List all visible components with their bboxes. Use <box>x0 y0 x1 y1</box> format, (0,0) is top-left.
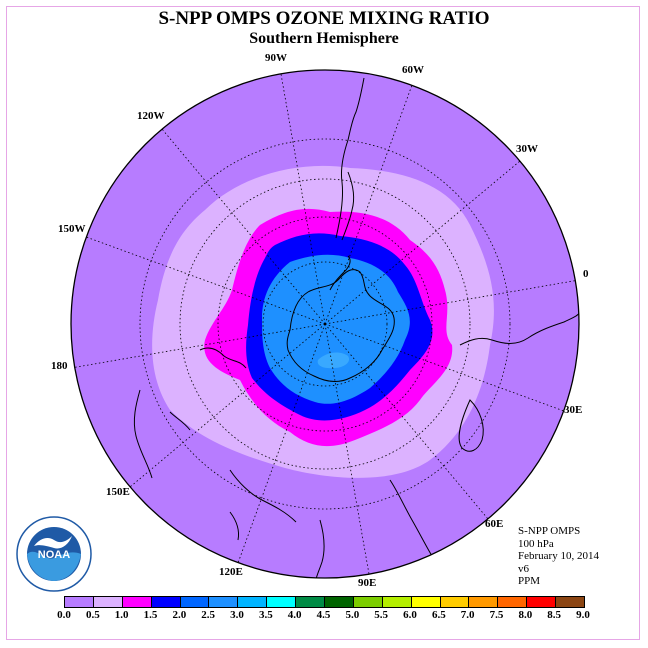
lon-label-120w: 120W <box>137 110 165 122</box>
colorbar-tick-label: 5.0 <box>345 609 360 621</box>
info-date: February 10, 2014 <box>518 550 599 562</box>
info-level: 100 hPa <box>518 537 554 550</box>
ozone-region-center <box>317 352 350 369</box>
colorbar-tick-label: 9.0 <box>576 609 590 621</box>
colorbar-tick-label: 7.0 <box>460 609 475 621</box>
colorbar-swatch <box>296 597 326 607</box>
lon-label-90w: 90W <box>265 52 287 64</box>
colorbar-tick-label: 1.5 <box>143 609 158 621</box>
figure-frame <box>6 6 640 640</box>
map-border <box>70 69 580 579</box>
lon-label-150w: 150W <box>58 223 86 235</box>
colorbar-swatch <box>527 597 557 607</box>
chart-subtitle: Southern Hemisphere <box>249 30 399 47</box>
colorbar-tick-label: 5.5 <box>374 609 389 621</box>
colorbar-tick-label: 4.5 <box>316 609 331 621</box>
info-units: PPM <box>518 575 541 587</box>
colorbar-tick-label: 0.0 <box>57 609 71 621</box>
chart-title: S-NPP OMPS OZONE MIXING RATIO <box>158 8 490 29</box>
colorbar-tick-label: 8.5 <box>547 609 562 621</box>
colorbar-tick-label: 3.0 <box>230 609 244 621</box>
colorbar-swatch <box>238 597 268 607</box>
lon-label-180: 180 <box>51 360 68 372</box>
colorbar-tick-label: 0.5 <box>85 609 100 621</box>
info-instrument: S-NPP OMPS <box>518 525 581 537</box>
colorbar-swatch <box>151 597 181 607</box>
graticule <box>71 73 579 575</box>
lon-label-0: 0 <box>583 268 589 280</box>
coastlines <box>133 77 579 578</box>
colorbar-swatch <box>209 597 239 607</box>
lon-label-120e: 120E <box>219 566 243 578</box>
lon-label-90e: 90E <box>358 577 377 589</box>
colorbar-ticks: 0.0 0.5 1.0 1.5 2.0 2.5 3.0 3.5 4.0 4.5 5.0 5.5 6.0 6… <box>57 609 590 623</box>
colorbar-tick-label: 2.0 <box>172 609 187 621</box>
colorbar-swatch <box>65 597 94 607</box>
colorbar-swatch <box>440 597 470 607</box>
colorbar-swatch <box>325 597 354 607</box>
colorbar-swatch <box>122 597 152 607</box>
colorbar-tick-label: 3.5 <box>258 609 273 621</box>
colorbar-tick-label: 2.5 <box>201 609 216 621</box>
colorbar-swatch <box>267 597 297 607</box>
colorbar-tick-label: 8.0 <box>518 609 533 621</box>
colorbar-swatch <box>498 597 528 607</box>
colorbar-swatch <box>93 597 123 607</box>
colorbar-tick-label: 6.0 <box>403 609 417 621</box>
info-version: v6 <box>518 562 529 575</box>
colorbar-swatch <box>469 597 499 607</box>
colorbar-swatch <box>411 597 441 607</box>
lon-label-150e: 150E <box>106 486 130 498</box>
colorbar-tick-label: 6.5 <box>431 609 446 621</box>
colorbar-tick-label: 1.0 <box>114 609 129 621</box>
lon-label-60w: 60W <box>402 64 424 76</box>
logo-text: NOAA <box>38 549 70 561</box>
colorbar-swatch <box>180 597 210 607</box>
lon-label-30e: 30E <box>564 404 583 416</box>
lon-label-30w: 30W <box>516 143 538 155</box>
info-block: S-NPP OMPS 100 hPa February 10, 2014 v6 … <box>518 525 599 588</box>
colorbar-tick-label: 7.5 <box>489 609 504 621</box>
colorbar-swatch <box>382 597 412 607</box>
colorbar <box>64 596 585 608</box>
lon-label-60e: 60E <box>485 518 504 530</box>
colorbar-swatch <box>353 597 383 607</box>
colorbar-tick-label: 4.0 <box>287 609 302 621</box>
noaa-logo: NOAA <box>16 516 92 592</box>
colorbar-swatch <box>556 597 585 607</box>
